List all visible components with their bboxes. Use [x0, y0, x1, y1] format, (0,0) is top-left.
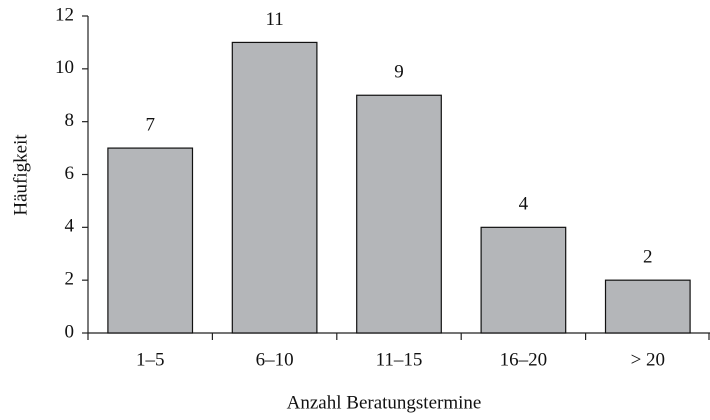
y-tick-label: 8	[65, 110, 75, 131]
value-label: 11	[265, 9, 283, 30]
y-tick-label: 12	[55, 4, 74, 25]
y-tick-label: 0	[65, 321, 75, 342]
bar	[107, 147, 194, 334]
x-tick-label: 16–20	[500, 349, 548, 370]
bar	[604, 279, 691, 334]
value-label: 2	[643, 247, 653, 268]
x-tick-label: 11–15	[376, 349, 423, 370]
value-label: 9	[394, 62, 404, 83]
y-axis-label: Häufigkeit	[10, 134, 31, 216]
bar	[231, 41, 318, 334]
x-axis-label: Anzahl Beratungstermine	[287, 392, 482, 413]
y-tick-label: 6	[65, 163, 75, 184]
value-label: 4	[519, 194, 529, 215]
bar	[356, 94, 442, 334]
y-tick-label: 2	[65, 269, 75, 290]
y-tick-label: 10	[55, 57, 74, 78]
y-tick-label: 4	[65, 216, 75, 237]
x-tick-label: 6–10	[256, 349, 294, 370]
value-label: 7	[145, 114, 155, 135]
x-tick-label: 1–5	[136, 349, 165, 370]
bar	[480, 226, 567, 334]
x-tick-label: > 20	[631, 349, 665, 370]
